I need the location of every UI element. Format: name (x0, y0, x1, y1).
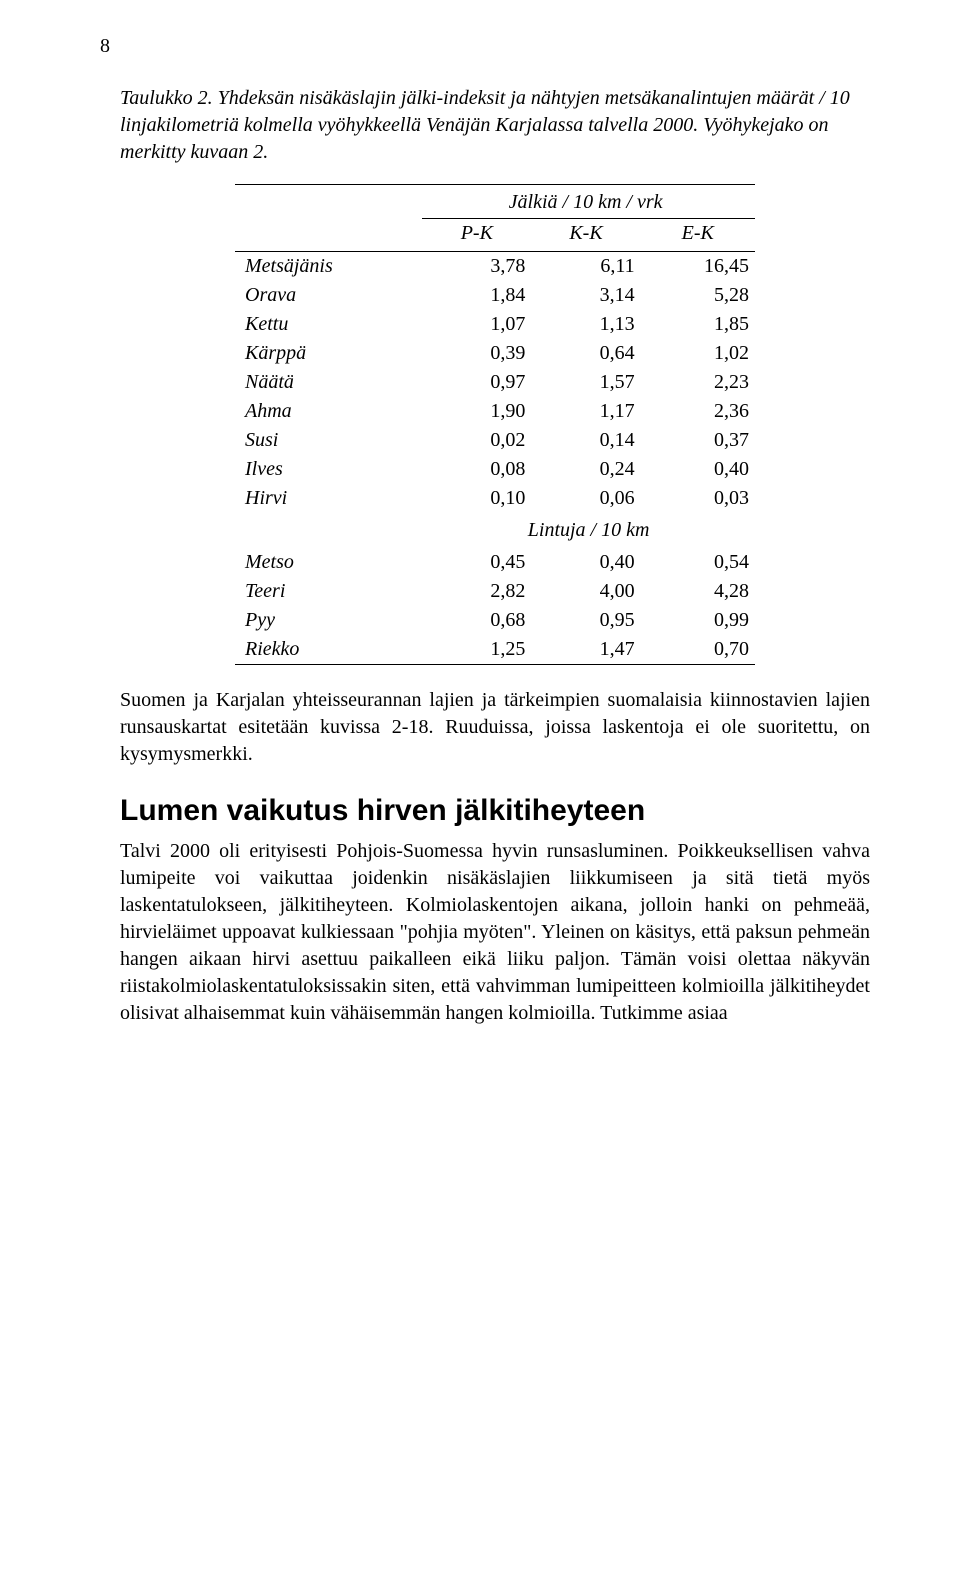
table-cell: 0,40 (531, 548, 640, 577)
table-col-header: K-K (531, 219, 640, 252)
table-cell: 0,99 (641, 606, 755, 635)
table-cell: 4,28 (641, 577, 755, 606)
table-cell: 0,10 (422, 484, 531, 513)
table-cell: 0,68 (422, 606, 531, 635)
table-row-label: Hirvi (235, 484, 422, 513)
table-cell: 5,28 (641, 281, 755, 310)
table-row-label: Ilves (235, 455, 422, 484)
table-cell: 1,47 (531, 635, 640, 665)
table-cell: 1,02 (641, 339, 755, 368)
table-cell: 1,17 (531, 397, 640, 426)
table-cell: 0,45 (422, 548, 531, 577)
data-table: Jälkiä / 10 km / vrkP-KK-KE-KMetsäjänis3… (235, 184, 755, 665)
table-cell: 2,23 (641, 368, 755, 397)
table-cell: 2,36 (641, 397, 755, 426)
table-row-label: Metsäjänis (235, 252, 422, 282)
section-heading: Lumen vaikutus hirven jälkitiheyteen (120, 794, 870, 828)
paragraph-2: Talvi 2000 oli erityisesti Pohjois-Suome… (120, 838, 870, 1027)
table-cell: 0,97 (422, 368, 531, 397)
table-row-label: Metso (235, 548, 422, 577)
table-cell: 3,78 (422, 252, 531, 282)
table-cell: 0,54 (641, 548, 755, 577)
table-row-label: Ahma (235, 397, 422, 426)
table-cell: 0,37 (641, 426, 755, 455)
table-col-header-spacer (235, 219, 422, 252)
table-row-label: Kettu (235, 310, 422, 339)
table-cell: 1,07 (422, 310, 531, 339)
table-cell: 1,84 (422, 281, 531, 310)
table-cell: 3,14 (531, 281, 640, 310)
table-cell: 0,64 (531, 339, 640, 368)
table-cell: 0,24 (531, 455, 640, 484)
page-number: 8 (100, 35, 110, 58)
data-table-wrap: Jälkiä / 10 km / vrkP-KK-KE-KMetsäjänis3… (235, 184, 755, 665)
table-super-header: Jälkiä / 10 km / vrk (422, 185, 755, 219)
table-caption: Taulukko 2. Yhdeksän nisäkäslajin jälki-… (120, 85, 870, 166)
table-cell: 0,06 (531, 484, 640, 513)
table-mid-header: Lintuja / 10 km (422, 513, 755, 548)
table-row-label: Kärppä (235, 339, 422, 368)
table-cell: 0,14 (531, 426, 640, 455)
table-cell: 2,82 (422, 577, 531, 606)
table-cell: 0,40 (641, 455, 755, 484)
table-cell: 0,02 (422, 426, 531, 455)
table-cell: 4,00 (531, 577, 640, 606)
table-cell: 0,95 (531, 606, 640, 635)
table-cell: 0,39 (422, 339, 531, 368)
table-mid-spacer (235, 513, 422, 548)
table-cell: 16,45 (641, 252, 755, 282)
table-header-spacer (235, 185, 422, 219)
table-row-label: Pyy (235, 606, 422, 635)
paragraph-1: Suomen ja Karjalan yhteisseurannan lajie… (120, 687, 870, 768)
table-cell: 1,85 (641, 310, 755, 339)
table-row-label: Näätä (235, 368, 422, 397)
table-row-label: Teeri (235, 577, 422, 606)
table-cell: 1,25 (422, 635, 531, 665)
table-cell: 0,08 (422, 455, 531, 484)
table-row-label: Riekko (235, 635, 422, 665)
table-col-header: P-K (422, 219, 531, 252)
table-cell: 0,70 (641, 635, 755, 665)
table-col-header: E-K (641, 219, 755, 252)
table-row-label: Susi (235, 426, 422, 455)
table-row-label: Orava (235, 281, 422, 310)
table-cell: 1,90 (422, 397, 531, 426)
table-cell: 6,11 (531, 252, 640, 282)
table-cell: 1,57 (531, 368, 640, 397)
table-cell: 0,03 (641, 484, 755, 513)
table-cell: 1,13 (531, 310, 640, 339)
